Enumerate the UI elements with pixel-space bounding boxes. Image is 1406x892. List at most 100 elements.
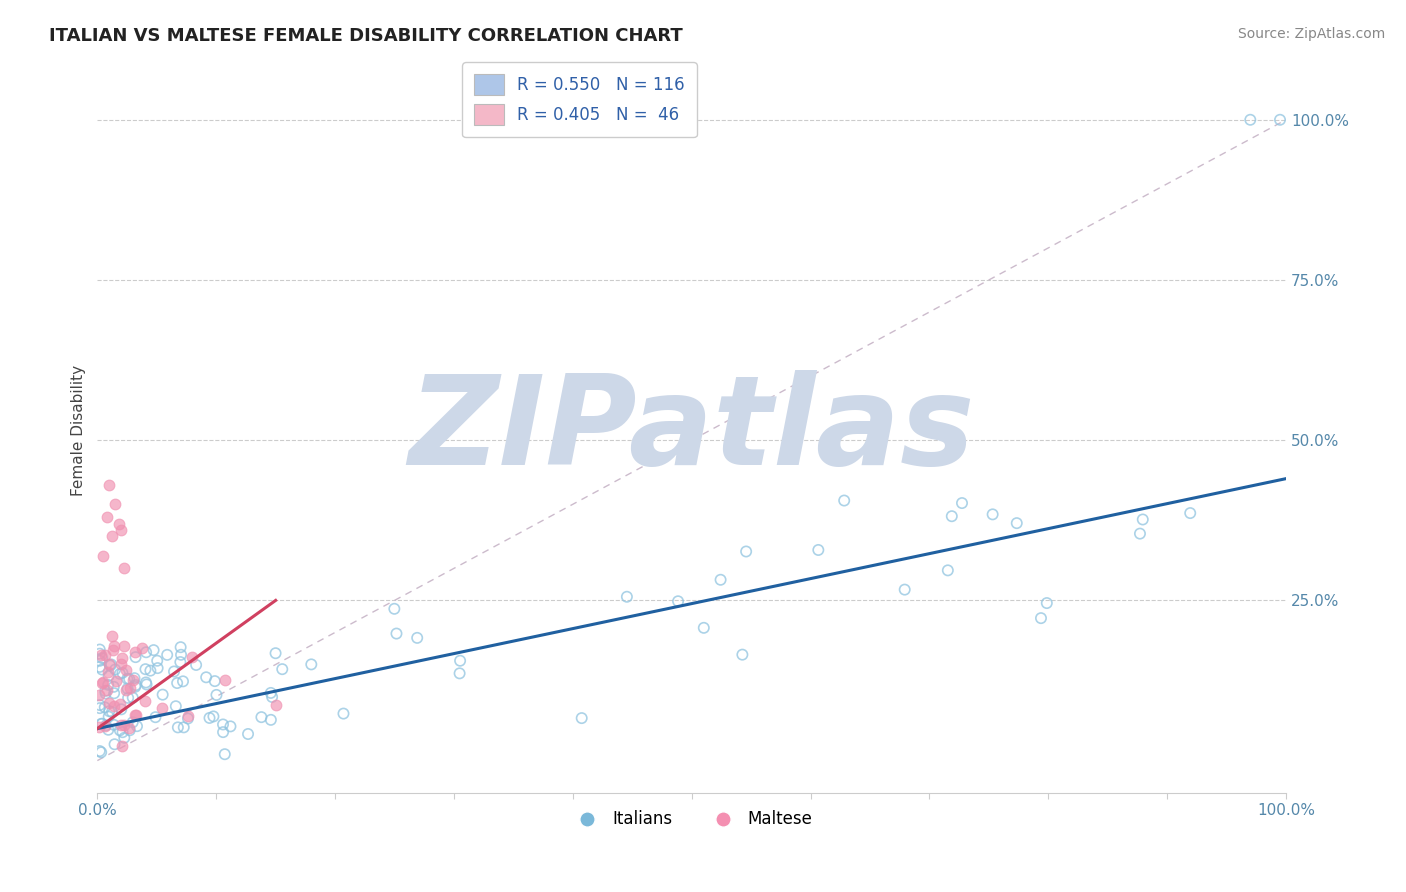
- Point: [169, 640, 191, 655]
- Point: [449, 666, 471, 681]
- Point: [100, 657, 122, 672]
- Point: [125, 719, 148, 733]
- Point: [89, 647, 111, 661]
- Point: [97, 723, 120, 737]
- Point: [1129, 526, 1152, 541]
- Point: [108, 666, 131, 681]
- Point: [666, 594, 689, 608]
- Point: [111, 739, 134, 754]
- Point: [832, 493, 855, 508]
- Point: [110, 718, 132, 732]
- Point: [97, 709, 120, 723]
- Point: [91, 549, 114, 563]
- Point: [110, 702, 132, 716]
- Point: [94, 648, 117, 662]
- Point: [1029, 611, 1052, 625]
- Point: [163, 665, 186, 679]
- Point: [1180, 506, 1202, 520]
- Point: [101, 705, 124, 719]
- Point: [97, 657, 120, 671]
- Legend: Italians, Maltese: Italians, Maltese: [564, 804, 820, 835]
- Point: [93, 700, 115, 714]
- Point: [112, 561, 135, 575]
- Point: [693, 621, 716, 635]
- Point: [202, 709, 225, 723]
- Point: [124, 680, 146, 694]
- Point: [173, 720, 195, 734]
- Point: [981, 508, 1004, 522]
- Point: [807, 543, 830, 558]
- Point: [710, 573, 733, 587]
- Point: [180, 649, 202, 664]
- Point: [731, 648, 754, 662]
- Point: [1036, 596, 1059, 610]
- Point: [89, 701, 111, 715]
- Point: [139, 664, 162, 678]
- Point: [1132, 512, 1154, 526]
- Point: [262, 690, 284, 704]
- Text: Source: ZipAtlas.com: Source: ZipAtlas.com: [1237, 27, 1385, 41]
- Point: [124, 650, 146, 665]
- Point: [1268, 112, 1291, 127]
- Point: [104, 673, 127, 688]
- Text: ITALIAN VS MALTESE FEMALE DISABILITY CORRELATION CHART: ITALIAN VS MALTESE FEMALE DISABILITY COR…: [49, 27, 683, 45]
- Point: [112, 718, 135, 732]
- Point: [205, 688, 228, 702]
- Point: [115, 672, 138, 686]
- Point: [1005, 516, 1028, 530]
- Point: [87, 720, 110, 734]
- Point: [118, 723, 141, 738]
- Point: [98, 704, 121, 718]
- Point: [100, 628, 122, 642]
- Point: [115, 683, 138, 698]
- Point: [382, 602, 405, 616]
- Point: [406, 631, 429, 645]
- Point: [115, 663, 138, 677]
- Point: [121, 715, 143, 730]
- Point: [198, 711, 221, 725]
- Point: [94, 718, 117, 732]
- Point: [97, 678, 120, 692]
- Point: [91, 651, 114, 665]
- Point: [169, 655, 191, 669]
- Point: [1239, 112, 1261, 127]
- Point: [103, 698, 125, 713]
- Point: [118, 721, 141, 735]
- Point: [103, 643, 125, 657]
- Point: [616, 590, 638, 604]
- Point: [167, 720, 190, 734]
- Point: [260, 713, 283, 727]
- Point: [250, 710, 273, 724]
- Point: [98, 696, 121, 710]
- Point: [94, 686, 117, 700]
- Point: [91, 663, 114, 677]
- Point: [103, 718, 125, 732]
- Y-axis label: Female Disability: Female Disability: [72, 365, 86, 496]
- Point: [87, 688, 110, 702]
- Point: [260, 686, 283, 700]
- Point: [271, 662, 294, 676]
- Point: [91, 716, 114, 731]
- Point: [212, 725, 235, 739]
- Point: [98, 658, 121, 673]
- Point: [118, 672, 141, 686]
- Point: [170, 648, 193, 662]
- Point: [89, 744, 111, 758]
- Point: [131, 641, 153, 656]
- Point: [111, 725, 134, 739]
- Point: [264, 646, 287, 660]
- Point: [299, 657, 322, 672]
- Point: [893, 582, 915, 597]
- Point: [146, 661, 169, 675]
- Point: [117, 690, 139, 705]
- Point: [212, 717, 235, 731]
- Point: [91, 675, 114, 690]
- Point: [134, 694, 156, 708]
- Point: [112, 640, 135, 654]
- Point: [385, 626, 408, 640]
- Point: [264, 698, 287, 713]
- Point: [89, 654, 111, 668]
- Point: [124, 645, 146, 659]
- Point: [124, 671, 146, 685]
- Point: [121, 690, 143, 705]
